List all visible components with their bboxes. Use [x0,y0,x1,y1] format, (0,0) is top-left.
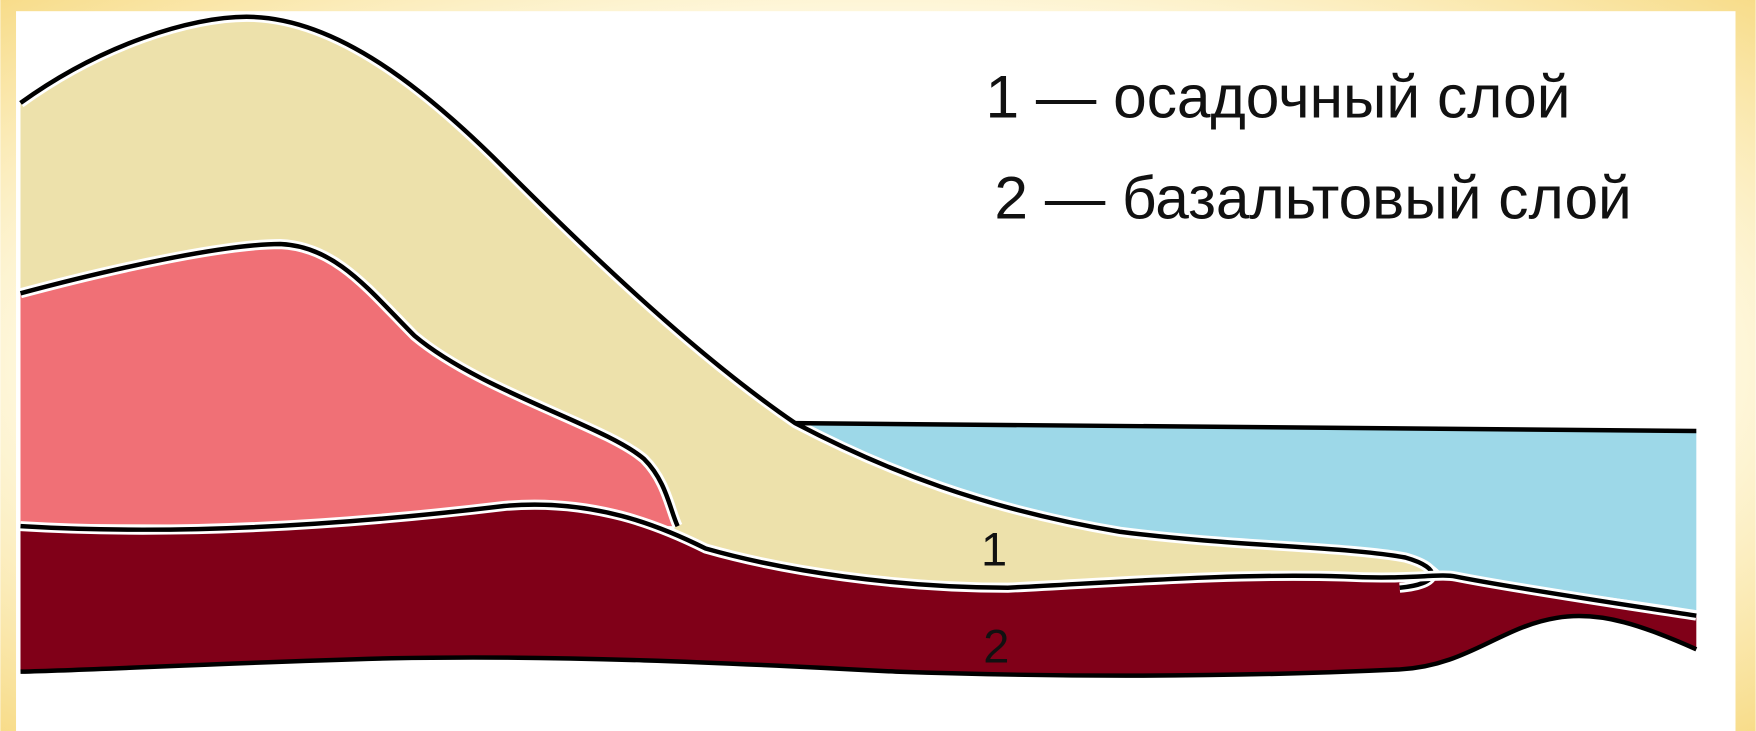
layer-label: 2 [983,620,1009,673]
layer-label: 1 [981,522,1007,575]
legend-item: 2 — базальтовый слой [994,163,1631,231]
ocean-water [795,423,1697,611]
basalt-layer [20,504,1697,676]
legend-item: 1 — осадочный слой [985,63,1570,131]
boundaries [17,11,1698,678]
granite-layer [20,244,678,527]
